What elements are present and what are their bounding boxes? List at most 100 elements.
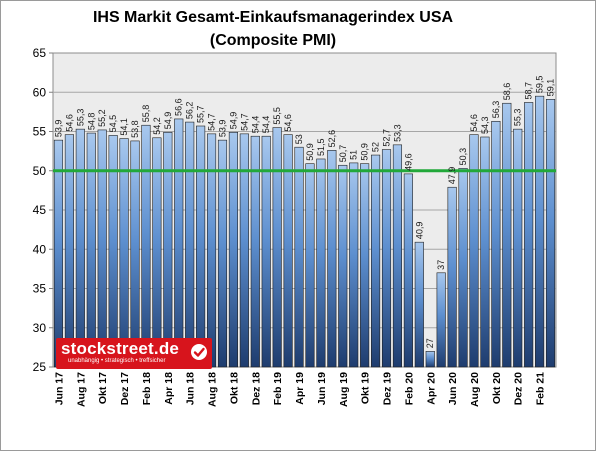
x-tick-label: Aug 20 (469, 372, 481, 407)
bar (425, 350, 435, 368)
bar (305, 163, 315, 368)
data-label: 52,7 (382, 129, 392, 147)
chart-subtitle: (Composite PMI) (210, 32, 336, 49)
data-label: 53,3 (392, 124, 402, 142)
bar (250, 135, 260, 368)
bar (228, 131, 238, 368)
stockstreet-logo: stockstreet.de unabhängig • strategisch … (56, 338, 212, 369)
bar (491, 120, 501, 368)
bar (371, 154, 381, 368)
data-label: 54,5 (108, 115, 118, 133)
data-label: 55,7 (196, 105, 206, 123)
data-label: 54,6 (64, 114, 74, 132)
data-label: 47,9 (447, 167, 457, 185)
data-label: 50,9 (305, 143, 315, 161)
bar (119, 138, 129, 368)
data-label: 56,3 (491, 101, 501, 119)
data-label: 54,6 (283, 114, 293, 132)
data-label: 37 (436, 260, 446, 270)
data-label: 52 (371, 142, 381, 152)
data-label: 50,3 (458, 148, 468, 166)
x-tick-label: Okt 17 (97, 372, 109, 404)
data-label: 54,9 (228, 112, 238, 130)
bar (141, 124, 151, 368)
logo-tagline: unabhängig • strategisch • treffsicher (68, 358, 166, 364)
data-label: 58,6 (502, 83, 512, 101)
data-label: 53,9 (217, 120, 227, 138)
y-tick-label: 50 (33, 164, 47, 178)
data-label: 54,3 (480, 116, 490, 134)
bar (502, 102, 512, 368)
data-label: 51 (349, 150, 359, 160)
bar (196, 125, 206, 368)
y-tick-label: 25 (33, 360, 47, 374)
bar (163, 131, 173, 368)
bar (480, 136, 490, 368)
bar (294, 146, 304, 368)
y-tick-label: 45 (33, 203, 47, 217)
bar (86, 132, 96, 368)
bar (535, 95, 545, 368)
x-tick-label: Apr 18 (163, 372, 175, 405)
x-tick-label: Feb 20 (403, 372, 415, 405)
x-tick-label: Aug 19 (338, 372, 350, 407)
data-label: 54,9 (163, 112, 173, 130)
data-label: 55,8 (141, 105, 151, 123)
bar (469, 134, 479, 368)
bar (206, 133, 217, 368)
x-tick-label: Apr 20 (425, 372, 437, 405)
x-tick-label: Dez 19 (382, 372, 394, 405)
x-tick-label: Jun 19 (316, 372, 328, 405)
bar (458, 168, 468, 368)
data-label: 49,6 (403, 153, 413, 171)
bar (327, 150, 337, 368)
data-label: 55,5 (272, 107, 282, 125)
data-label: 59,5 (535, 76, 545, 94)
y-tick-label: 35 (33, 282, 47, 296)
data-label: 50,7 (338, 145, 348, 163)
bar (436, 272, 446, 368)
data-label: 54,6 (469, 114, 479, 132)
bar (217, 139, 228, 368)
x-tick-label: Aug 18 (207, 372, 219, 407)
bar (239, 133, 249, 368)
data-label: 50,9 (360, 143, 370, 161)
x-tick-label: Jun 20 (447, 372, 459, 405)
x-tick-label: Okt 20 (491, 372, 503, 404)
data-label: 58,7 (524, 82, 534, 100)
data-label: 54,8 (86, 113, 96, 131)
data-label: 55,3 (513, 109, 523, 127)
bar (174, 118, 184, 368)
bar (360, 163, 370, 368)
data-label: 54,7 (239, 113, 249, 131)
y-tick-label: 30 (33, 321, 47, 335)
y-tick-label: 40 (33, 242, 47, 256)
chart-title: IHS Markit Gesamt-Einkaufsmanagerindex U… (93, 9, 454, 26)
data-label: 54,4 (261, 116, 271, 134)
bar (513, 128, 523, 368)
bar (316, 158, 326, 368)
data-labels: 53,9 54,6 55,3 54,8 55,2 54,5 54,1 53,855,854,2… (53, 76, 555, 349)
x-tick-label: Aug 17 (75, 372, 87, 407)
data-label: 53 (294, 134, 304, 144)
bar (97, 129, 107, 368)
y-tick-label: 60 (33, 85, 47, 99)
y-axis-ticks: 25 30 35 40 45 50 55 60 65 (33, 46, 53, 374)
bar (392, 144, 403, 368)
data-label: 54,2 (152, 117, 162, 135)
data-label: 51,5 (316, 138, 326, 156)
data-label: 54,1 (119, 118, 129, 136)
bar (447, 186, 457, 368)
x-tick-label: Okt 18 (228, 372, 240, 404)
bars (53, 95, 556, 368)
x-tick-label: Jun 17 (53, 372, 65, 405)
bar (75, 128, 85, 368)
bar (261, 135, 271, 368)
bar (545, 99, 556, 368)
data-label: 56,6 (174, 98, 184, 116)
x-tick-label: Dez 18 (250, 372, 262, 405)
x-tick-label: Okt 19 (360, 372, 372, 404)
data-label: 55,3 (75, 109, 85, 127)
